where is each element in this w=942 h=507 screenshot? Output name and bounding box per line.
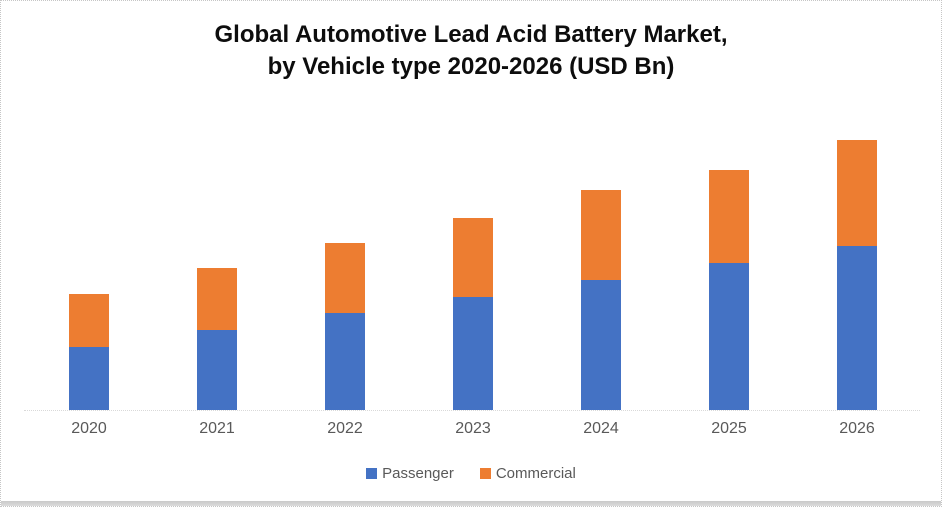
bar-2021-passenger — [197, 330, 237, 410]
x-axis-label-2024: 2024 — [583, 420, 619, 437]
legend-swatch-commercial — [479, 468, 491, 479]
bar-2026-commercial — [837, 140, 877, 246]
bar-2026-passenger — [837, 246, 877, 410]
bar-2020-passenger — [69, 347, 109, 410]
bar-2022-commercial — [325, 243, 365, 313]
chart-title: Global Automotive Lead Acid Battery Mark… — [1, 19, 941, 83]
legend-label-commercial: Commercial — [495, 465, 576, 482]
legend: Passenger Commercial — [1, 465, 941, 482]
bar-2020-commercial — [69, 294, 109, 347]
legend-item-commercial: Commercial — [479, 465, 576, 482]
bar-2024-commercial — [581, 190, 621, 280]
x-axis-label-2023: 2023 — [455, 420, 491, 437]
bar-2021-commercial — [197, 268, 237, 330]
bar-2023-passenger — [453, 297, 493, 410]
chart-title-line-2: by Vehicle type 2020-2026 (USD Bn) — [267, 53, 675, 80]
window-bottom-edge — [1, 501, 941, 506]
x-axis-label-2020: 2020 — [71, 420, 107, 437]
x-axis-label-2026: 2026 — [839, 420, 875, 437]
legend-label-passenger: Passenger — [382, 465, 454, 482]
bar-2022-passenger — [325, 313, 365, 410]
x-axis-label-2022: 2022 — [327, 420, 363, 437]
x-axis-label-2021: 2021 — [199, 420, 235, 437]
bar-2024-passenger — [581, 280, 621, 410]
bar-2023-commercial — [453, 218, 493, 297]
chart-title-line-1: Global Automotive Lead Acid Battery Mark… — [214, 21, 728, 48]
x-axis-label-2025: 2025 — [711, 420, 747, 437]
x-axis-line — [24, 410, 920, 411]
bar-2025-passenger — [709, 263, 749, 410]
legend-item-passenger: Passenger — [366, 465, 454, 482]
legend-swatch-passenger — [366, 468, 378, 479]
bar-2025-commercial — [709, 170, 749, 263]
